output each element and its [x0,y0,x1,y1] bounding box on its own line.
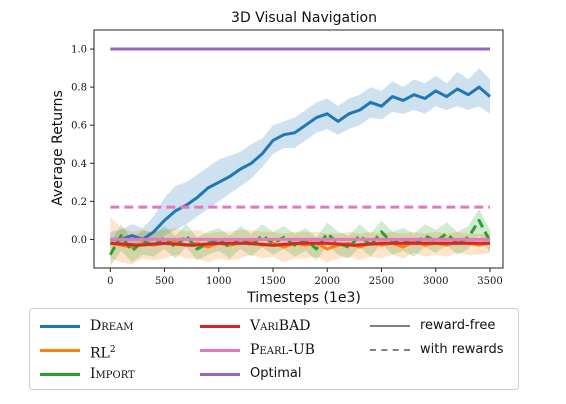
legend: Dream RL2 Import VariBAD Pearl-UB Optima… [29,308,519,390]
legend-label-optimal: Optimal [250,366,302,381]
legend-label-reward-free: reward-free [420,318,496,333]
x-tick-label-7: 3500 [477,276,502,287]
y-tick-label-3: 0.6 [71,121,87,132]
band-import-2 [110,209,491,267]
x-tick-label-3: 1500 [260,276,285,287]
y-tick-label-5: 1.0 [71,45,87,56]
chart-title: 3D Visual Navigation [231,10,377,26]
legend-label-rl2: RL2 [90,340,116,364]
legend-label-rl2-text: RL [90,345,110,362]
y-tick-label-1: 0.2 [71,197,87,208]
legend-swatch-optimal [200,373,240,376]
plot-frame [93,29,504,269]
legend-swatch-import [40,373,80,376]
legend-swatch-dream [40,325,80,328]
x-axis-label: Timesteps (1e3) [246,290,361,306]
band-dream-0 [110,68,491,246]
x-tick-label-0: 0 [107,276,113,287]
line-dream-0 [110,85,491,241]
series-group [108,47,492,267]
axes: 0 500 1000 1500 2000 2500 3000 3500 0.0 0.2 0.4 0.6… [71,29,504,287]
y-axis-label: Average Returns [50,90,66,206]
legend-swatch-varibad [200,325,240,328]
x-tick-label-1: 500 [155,276,174,287]
legend-label-pearl-ub: Pearl-UB [250,342,315,358]
x-tick-label-5: 2500 [369,276,394,287]
legend-swatch-rl2 [40,349,80,352]
legend-label-rl2-sup: 2 [109,345,116,355]
legend-label-dream: Dream [90,318,134,334]
y-tick-label-4: 0.8 [71,83,87,94]
legend-label-varibad: VariBAD [250,318,311,334]
x-tick-label-6: 3000 [423,276,448,287]
legend-label-with-rewards: with rewards [420,342,504,357]
x-tick-label-4: 2000 [315,276,340,287]
y-tick-label-2: 0.4 [71,159,87,170]
legend-swatch-pearl-ub [200,349,240,352]
legend-label-import: Import [90,366,135,382]
y-tick-label-0: 0.0 [71,235,87,246]
plot-area [108,47,492,267]
legend-swatch-with-rewards [370,349,410,351]
line-varibad-3 [110,241,490,247]
x-tick-label-2: 1000 [206,276,231,287]
line-import-2 [108,218,492,256]
legend-swatch-reward-free [370,325,410,327]
